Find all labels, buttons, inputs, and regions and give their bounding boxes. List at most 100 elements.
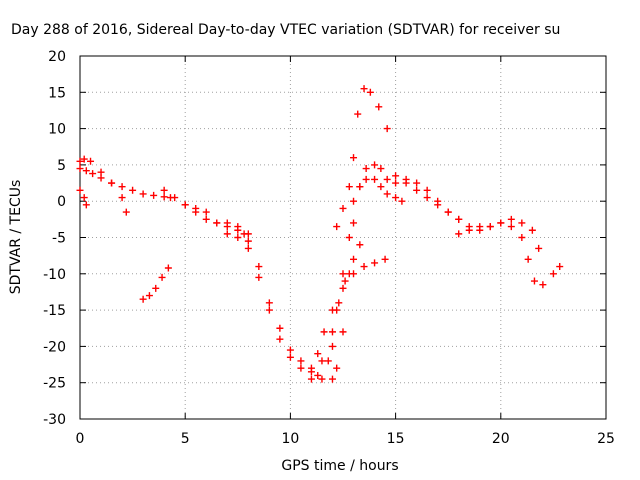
series-arc-16	[455, 219, 564, 289]
series-arc-4	[139, 264, 172, 303]
y-tick-label: -30	[43, 412, 66, 428]
data-point	[139, 295, 147, 303]
data-point	[244, 237, 252, 245]
data-point	[455, 230, 463, 238]
data-point	[82, 201, 90, 209]
data-point	[350, 197, 358, 205]
data-point	[328, 342, 336, 350]
data-point	[320, 328, 328, 336]
data-point	[223, 230, 231, 238]
x-axis: 0 5 10 15 20 25	[76, 56, 615, 447]
data-point	[192, 204, 200, 212]
data-point	[202, 215, 210, 223]
data-points	[76, 85, 564, 383]
data-point	[371, 161, 379, 169]
y-axis: -30 -25 -20 -15 -10 -5 0 5 10 15 20	[43, 49, 606, 428]
y-tick-label: -15	[43, 303, 66, 319]
x-tick-label: 0	[76, 431, 85, 447]
y-tick-label: -20	[43, 339, 66, 355]
data-point	[371, 175, 379, 183]
data-point	[371, 259, 379, 267]
data-point	[276, 324, 284, 332]
data-point	[434, 201, 442, 209]
data-point	[377, 183, 385, 191]
data-point	[150, 191, 158, 199]
x-tick-label: 20	[492, 431, 510, 447]
data-point	[89, 170, 97, 178]
data-point	[350, 255, 358, 263]
data-point	[164, 264, 172, 272]
data-point	[234, 223, 242, 231]
data-point	[276, 335, 284, 343]
data-point	[518, 234, 526, 241]
data-point	[455, 215, 463, 223]
data-point	[333, 306, 341, 314]
data-point	[333, 223, 341, 231]
data-point	[307, 368, 315, 376]
data-point	[76, 157, 84, 165]
data-point	[82, 167, 90, 175]
series-arc-13	[339, 175, 463, 292]
data-point	[314, 350, 322, 358]
data-point	[350, 219, 358, 227]
data-point	[339, 328, 347, 336]
data-point	[118, 183, 126, 191]
data-point	[97, 168, 105, 176]
data-point	[375, 103, 383, 111]
series-arc-1	[76, 165, 174, 202]
data-point	[297, 357, 305, 365]
x-tick-label: 10	[281, 431, 299, 447]
data-point	[507, 223, 515, 231]
series-arc-11	[328, 161, 391, 383]
series-arc-12	[333, 85, 391, 231]
data-point	[497, 219, 505, 227]
data-point	[318, 357, 326, 365]
data-point	[80, 155, 88, 163]
data-point	[413, 186, 421, 194]
data-point	[213, 219, 221, 227]
series-arc-15	[392, 172, 543, 252]
data-point	[354, 110, 362, 118]
data-point	[122, 208, 130, 216]
y-tick-label: -25	[43, 376, 66, 392]
data-point	[339, 204, 347, 212]
x-axis-label: GPS time / hours	[281, 458, 398, 474]
data-point	[145, 292, 153, 300]
y-tick-label: 5	[57, 158, 66, 174]
x-tick-label: 25	[597, 431, 615, 447]
data-point	[398, 197, 406, 205]
data-point	[328, 328, 336, 336]
data-point	[528, 226, 536, 234]
data-point	[139, 190, 147, 198]
data-point	[524, 255, 532, 263]
data-point	[350, 270, 358, 278]
x-tick-label: 5	[181, 431, 190, 447]
data-point	[423, 194, 431, 202]
data-point	[286, 346, 294, 354]
data-point	[366, 88, 374, 96]
y-tick-label: 0	[57, 194, 66, 210]
data-point	[324, 357, 332, 365]
data-point	[392, 179, 400, 187]
y-tick-label: 20	[48, 49, 66, 65]
series-arc-10	[318, 175, 370, 383]
data-point	[339, 284, 347, 292]
data-point	[286, 353, 294, 361]
data-point	[549, 270, 557, 278]
data-point	[362, 175, 370, 183]
data-point	[345, 183, 353, 191]
data-point	[518, 219, 526, 227]
grid	[80, 56, 606, 419]
data-point	[339, 270, 347, 278]
data-point	[362, 165, 370, 173]
data-point	[76, 186, 84, 194]
chart-title: Day 288 of 2016, Sidereal Day-to-day VTE…	[11, 22, 560, 38]
data-point	[507, 215, 515, 223]
data-point	[360, 85, 368, 93]
y-tick-label: 10	[48, 122, 66, 138]
data-point	[255, 263, 263, 271]
data-point	[202, 208, 210, 216]
data-point	[160, 193, 168, 201]
data-point	[423, 186, 431, 194]
